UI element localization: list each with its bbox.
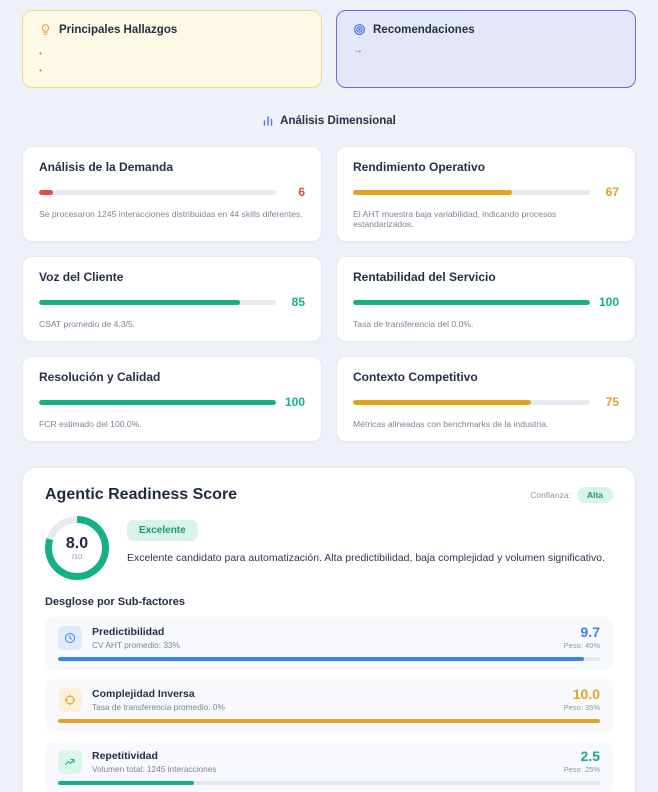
crosshair-icon [58, 687, 82, 712]
card-title: Análisis de la Demanda [39, 160, 174, 174]
subfactor-repetitividad: Repetitividad Volumen total: 1245 intera… [45, 741, 613, 792]
dimensional-analysis-header: Análisis Dimensional [22, 115, 636, 127]
subfactor-detail: Volumen total: 1245 interacciones [92, 763, 217, 774]
recommendations-card: Recomendaciones → [336, 10, 636, 88]
card-description: Se procesaron 1245 interacciones distrib… [39, 209, 303, 219]
subfactor-value: 10.0 [572, 686, 600, 702]
gauge-max: /10 [71, 551, 83, 561]
agentic-readiness-card: Agentic Readiness Score Confianza: Alta … [22, 467, 636, 792]
score-bar: 85 [39, 295, 305, 309]
card-description: El AHT muestra baja variabilidad, indica… [353, 209, 557, 229]
card-title: Contexto Competitivo [353, 370, 478, 384]
dimension-card-resolucion: Resolución y Calidad 100 FCR estimado de… [22, 356, 322, 442]
finding-item: • [39, 66, 42, 75]
confidence: Confianza: Alta [530, 487, 613, 503]
subfactor-detail: Tasa de transferencia promedio: 0% [92, 701, 225, 712]
score-bar: 6 [39, 185, 305, 199]
confidence-label: Confianza: [530, 490, 571, 500]
arrow-icon: → [353, 45, 363, 56]
subfactor-bar [58, 657, 600, 661]
subfactor-bar [58, 781, 600, 785]
findings-list: • • [39, 45, 305, 79]
rating-badge: Excelente [127, 520, 198, 541]
score-bar: 67 [353, 185, 619, 199]
card-description: Métricas alineadas con benchmarks de la … [353, 419, 549, 429]
subfactor-detail: CV AHT promedio: 33% [92, 639, 180, 650]
subfactor-weight: Peso: 40% [563, 641, 600, 650]
score-value: 100 [598, 295, 619, 309]
subfactor-name: Predictibilidad [92, 625, 165, 638]
findings-card: Principales Hallazgos • • [22, 10, 322, 88]
section-title: Análisis Dimensional [280, 115, 396, 127]
subfactor-weight: Peso: 25% [563, 765, 600, 774]
dimension-card-contexto: Contexto Competitivo 75 Métricas alinead… [336, 356, 636, 442]
card-title: Resolución y Calidad [39, 370, 161, 384]
score-value: 100 [284, 395, 305, 409]
score-value: 75 [605, 395, 619, 409]
subfactor-value: 2.5 [580, 748, 600, 764]
dimension-grid: Análisis de la Demanda 6 Se procesaron 1… [22, 146, 636, 442]
dimension-card-rentabilidad: Rentabilidad del Servicio 100 Tasa de tr… [336, 256, 636, 342]
recommendations-header: Recomendaciones [353, 23, 619, 36]
trending-up-icon [58, 749, 82, 774]
clock-icon [58, 625, 82, 650]
target-icon [353, 23, 366, 36]
finding-item: • [39, 49, 42, 58]
subfactor-predictibilidad: Predictibilidad CV AHT promedio: 33% 9.7… [45, 617, 613, 670]
card-description: CSAT promedio de 4.3/5. [39, 319, 136, 329]
recommendation-item: → [353, 45, 619, 56]
lightbulb-icon [39, 23, 52, 36]
score-bar: 75 [353, 395, 619, 409]
subfactor-name: Repetitividad [92, 749, 158, 762]
subfactor-name: Complejidad Inversa [92, 687, 195, 700]
dimension-card-voz-cliente: Voz del Cliente 85 CSAT promedio de 4.3/… [22, 256, 322, 342]
card-title: Rentabilidad del Servicio [353, 270, 496, 284]
subfactors-title: Desglose por Sub-factores [45, 596, 185, 608]
ars-title: Agentic Readiness Score [45, 486, 238, 503]
summary-row: Principales Hallazgos • • Recomendacione… [22, 10, 636, 88]
ars-description: Excelente candidato para automatización.… [127, 552, 606, 564]
recommendations-title: Recomendaciones [373, 23, 475, 36]
subfactor-complejidad: Complejidad Inversa Tasa de transferenci… [45, 679, 613, 732]
bar-chart-icon [262, 115, 274, 127]
card-title: Rendimiento Operativo [353, 160, 486, 174]
card-title: Voz del Cliente [39, 270, 124, 284]
subfactor-weight: Peso: 35% [563, 703, 600, 712]
card-description: Tasa de transferencia del 0.0%. [353, 319, 474, 329]
score-value: 85 [291, 295, 305, 309]
subfactor-value: 9.7 [580, 624, 600, 640]
ars-header: Agentic Readiness Score Confianza: Alta [45, 486, 613, 504]
score-bar: 100 [353, 295, 619, 309]
score-bar: 100 [39, 395, 305, 409]
score-row: 8.0 /10 Excelente Excelente candidato pa… [45, 516, 613, 580]
subfactor-bar [58, 719, 600, 723]
score-gauge: 8.0 /10 [45, 516, 109, 580]
confidence-badge: Alta [576, 487, 613, 503]
score-value: 6 [298, 185, 305, 199]
findings-header: Principales Hallazgos [39, 23, 305, 36]
score-value: 67 [605, 185, 619, 199]
gauge-score: 8.0 [65, 534, 89, 552]
card-description: FCR estimado del 100.0%. [39, 419, 142, 429]
dimension-card-demanda: Análisis de la Demanda 6 Se procesaron 1… [22, 146, 322, 242]
dimension-card-rendimiento: Rendimiento Operativo 67 El AHT muestra … [336, 146, 636, 242]
findings-title: Principales Hallazgos [59, 23, 178, 36]
